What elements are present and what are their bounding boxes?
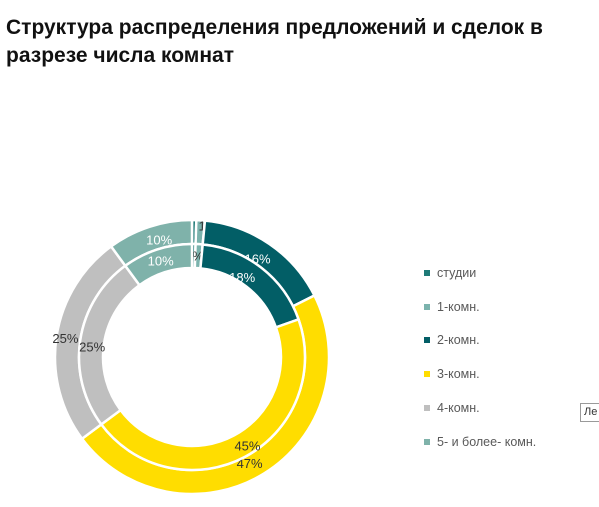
legend-item: 3-комн. xyxy=(424,364,480,384)
legend-swatch xyxy=(424,270,430,276)
inner-ring-label-5: 10% xyxy=(148,253,174,268)
legend-label: 4-комн. xyxy=(437,400,480,415)
legend-swatch xyxy=(424,438,430,445)
outer-ring-label-3: 47% xyxy=(237,456,263,471)
legend-swatch xyxy=(424,337,430,344)
legend-label: 2-комн. xyxy=(437,333,480,348)
inner-ring-segment-5 xyxy=(123,242,194,287)
tooltip: Ле xyxy=(580,403,599,422)
outer-ring-label-5: 10% xyxy=(146,233,172,248)
legend-item: студии xyxy=(424,263,476,283)
legend-swatch xyxy=(424,303,430,310)
legend-item: 1-комн. xyxy=(424,297,480,317)
legend-label: студии xyxy=(437,266,477,280)
legend-swatch xyxy=(424,404,430,411)
legend-item: 2-комн. xyxy=(424,330,480,350)
inner-ring-label-2: 18% xyxy=(229,270,255,285)
inner-ring-label-4: 25% xyxy=(79,339,105,354)
legend-label: 3-комн. xyxy=(437,367,480,382)
chart-title: Структура распределения предложений и сд… xyxy=(6,16,543,67)
legend-item: 4-комн. xyxy=(424,398,480,418)
inner-ring-label-3: 45% xyxy=(234,439,260,454)
legend-label: 1-комн. xyxy=(437,299,480,314)
outer-ring-label-4: 25% xyxy=(52,331,78,346)
legend-item: 5- и более- комн. xyxy=(424,432,536,452)
legend-swatch xyxy=(424,371,430,378)
legend-label: 5- и более- комн. xyxy=(437,434,537,449)
